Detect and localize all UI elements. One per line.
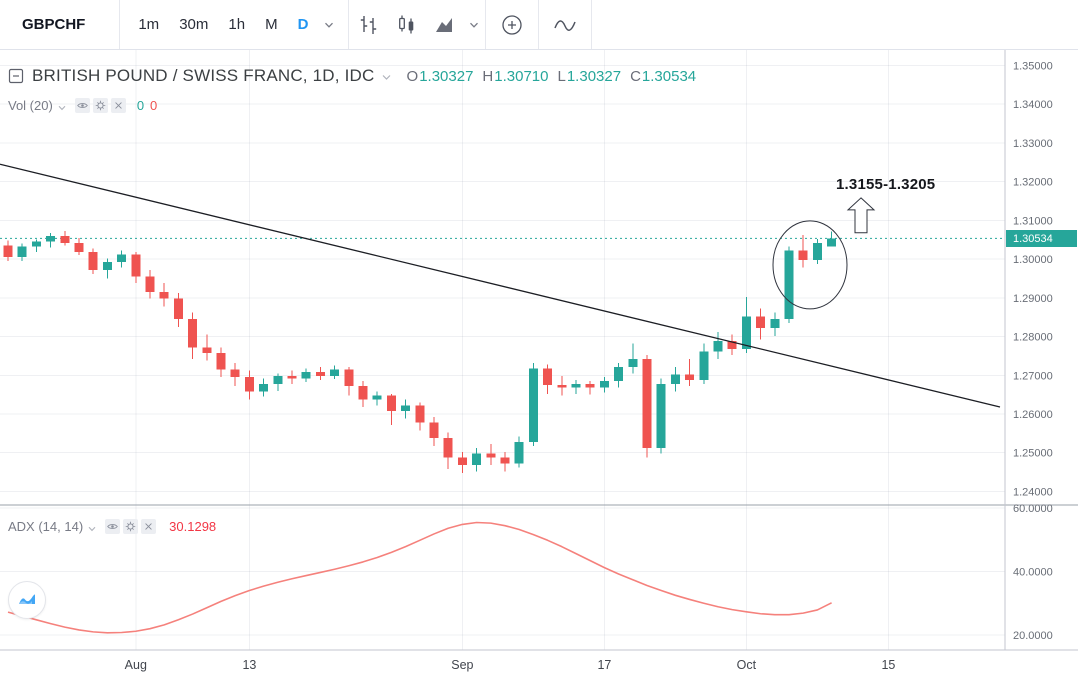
interval-button-30m[interactable]: 30m (169, 10, 218, 39)
ohlc-readout: O 1.30327 H 1.30710 L 1.30327 C 1.30534 (407, 68, 697, 85)
close-value: 1.30534 (641, 67, 697, 85)
logo-button[interactable] (8, 581, 46, 619)
volume-up-value: 0 (136, 98, 145, 113)
volume-label[interactable]: Vol (20) (8, 98, 53, 113)
svg-text:1.26000: 1.26000 (1013, 409, 1053, 421)
svg-text:1.30000: 1.30000 (1013, 254, 1053, 266)
volume-close-icon[interactable] (110, 98, 126, 113)
compare-button[interactable] (486, 1, 538, 49)
svg-text:1.32000: 1.32000 (1013, 177, 1053, 189)
symbol-button[interactable]: GBPCHF (22, 16, 86, 33)
chart-area: 1.35000 1.34000 1.33000 1.32000 1.31000 1.300… (0, 50, 1078, 679)
volume-chevron-icon[interactable] (58, 99, 66, 114)
high-label: H (482, 67, 494, 85)
svg-text:1.33000: 1.33000 (1013, 138, 1053, 150)
volume-legend-row: Vol (20) 0 0 (8, 97, 157, 114)
volume-down-value: 0 (150, 98, 158, 113)
close-label: C (630, 67, 641, 85)
candles-style-button[interactable] (387, 1, 425, 49)
svg-text:1.31000: 1.31000 (1013, 215, 1053, 227)
volume-eye-icon[interactable] (74, 98, 90, 113)
svg-text:1.27000: 1.27000 (1013, 370, 1053, 382)
toolbar-separator (485, 0, 487, 49)
svg-text:17: 17 (597, 658, 611, 672)
svg-text:Sep: Sep (451, 658, 473, 672)
svg-text:1.24000: 1.24000 (1013, 486, 1053, 498)
interval-button-M[interactable]: M (255, 10, 288, 39)
high-value: 1.30710 (494, 67, 549, 85)
area-chart-icon (432, 13, 456, 37)
adx-eye-icon[interactable] (105, 519, 121, 534)
bars-chart-icon (356, 13, 380, 37)
target-annotation-text[interactable]: 1.3155-1.3205 (836, 176, 936, 193)
title-dropdown-chevron-icon[interactable] (382, 68, 391, 86)
top-toolbar: GBPCHF 1m 30m 1h M D (0, 0, 1078, 50)
adx-close-icon[interactable] (141, 519, 157, 534)
adx-settings-icon[interactable] (123, 519, 139, 534)
interval-button-D[interactable]: D (288, 10, 319, 39)
svg-text:20.0000: 20.0000 (1013, 630, 1053, 642)
curve-line-icon (552, 13, 578, 37)
area-style-button[interactable] (425, 1, 463, 49)
price-chart-canvas[interactable]: 1.35000 1.34000 1.33000 1.32000 1.31000 1.300… (0, 50, 1078, 679)
volume-settings-icon[interactable] (92, 98, 108, 113)
line-tool-button[interactable] (539, 1, 591, 49)
svg-text:60.0000: 60.0000 (1013, 503, 1053, 515)
compare-plus-icon (500, 13, 524, 37)
toolbar-separator (119, 0, 121, 49)
svg-text:15: 15 (881, 658, 895, 672)
interval-group: 1m 30m 1h M D (128, 10, 340, 39)
low-value: 1.30327 (566, 67, 622, 85)
adx-value: 30.1298 (169, 519, 217, 534)
interval-button-1h[interactable]: 1h (218, 10, 255, 39)
svg-text:1.29000: 1.29000 (1013, 293, 1053, 305)
instrument-title[interactable]: BRITISH POUND / SWISS FRANC, 1D, IDC (32, 66, 375, 85)
toolbar-separator (591, 0, 593, 49)
adx-legend-row: ADX (14, 14) 30.1298 (8, 518, 216, 535)
legend-collapse-icon[interactable] (8, 68, 24, 84)
svg-text:1.25000: 1.25000 (1013, 448, 1053, 460)
svg-text:1.34000: 1.34000 (1013, 99, 1053, 111)
candles-chart-icon (394, 13, 418, 37)
logo-area-chart-icon (16, 588, 38, 613)
interval-button-1m[interactable]: 1m (128, 10, 169, 39)
svg-text:Aug: Aug (125, 658, 147, 672)
svg-text:13: 13 (242, 658, 256, 672)
svg-text:Oct: Oct (737, 658, 757, 672)
toolbar-separator (348, 0, 350, 49)
open-value: 1.30327 (419, 67, 474, 85)
current-price-tag: 1.30534 (1006, 230, 1077, 248)
svg-text:1.28000: 1.28000 (1013, 332, 1053, 344)
toolbar-separator (538, 0, 540, 49)
adx-chevron-icon[interactable] (88, 520, 96, 535)
chart-legend-title-row: BRITISH POUND / SWISS FRANC, 1D, IDC O 1.… (8, 66, 696, 86)
bars-style-button[interactable] (349, 1, 387, 49)
svg-text:40.0000: 40.0000 (1013, 566, 1053, 578)
open-label: O (406, 67, 419, 85)
interval-dropdown-chevron-icon[interactable] (318, 17, 340, 33)
svg-text:1.35000: 1.35000 (1013, 60, 1053, 72)
style-dropdown-chevron-icon[interactable] (463, 17, 485, 33)
adx-label[interactable]: ADX (14, 14) (8, 519, 84, 534)
low-label: L (557, 67, 566, 85)
